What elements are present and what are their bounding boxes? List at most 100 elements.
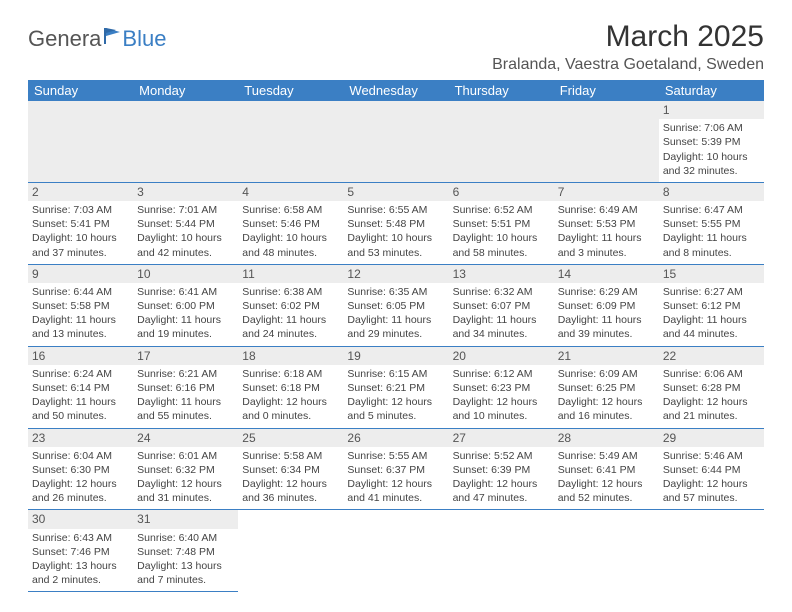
day-number: 17 [133, 347, 238, 365]
day-header: Saturday [659, 80, 764, 101]
daylight-line: Daylight: 11 hours and 44 minutes. [663, 313, 760, 341]
day-number: 22 [659, 347, 764, 365]
daylight-line: Daylight: 12 hours and 47 minutes. [453, 477, 550, 505]
sunset-line: Sunset: 6:21 PM [347, 381, 444, 395]
calendar-cell: 12Sunrise: 6:35 AMSunset: 6:05 PMDayligh… [343, 264, 448, 346]
day-number: 3 [133, 183, 238, 201]
month-title: March 2025 [492, 20, 764, 54]
day-header: Monday [133, 80, 238, 101]
daylight-line: Daylight: 12 hours and 57 minutes. [663, 477, 760, 505]
calendar-cell: 18 Sunrise: 6:18 AMSunset: 6:18 PMDayligh… [238, 346, 343, 428]
sunset-line: Sunset: 5:44 PM [137, 217, 234, 231]
sunset-line: Sunset: 6:18 PM [242, 381, 339, 395]
sunset-line: Sunset: 6:12 PM [663, 299, 760, 313]
sunrise-line: Sunrise: 6:43 AM [32, 531, 129, 545]
calendar-cell [659, 510, 764, 592]
sunrise-line: Sunrise: 5:49 AM [558, 449, 655, 463]
daylight-line: Daylight: 13 hours and 7 minutes. [137, 559, 234, 587]
sunrise-line: Sunrise: 6:41 AM [137, 285, 234, 299]
calendar-cell [449, 510, 554, 592]
sunrise-line: Sunrise: 6:29 AM [558, 285, 655, 299]
calendar-cell: 2Sunrise: 7:03 AMSunset: 5:41 PMDaylight… [28, 182, 133, 264]
sunrise-line: Sunrise: 6:44 AM [32, 285, 129, 299]
logo: Genera Blue [28, 20, 166, 52]
calendar-cell [449, 101, 554, 182]
daylight-line: Daylight: 12 hours and 16 minutes. [558, 395, 655, 423]
sunset-line: Sunset: 6:30 PM [32, 463, 129, 477]
sunset-line: Sunset: 6:09 PM [558, 299, 655, 313]
day-number: 24 [133, 429, 238, 447]
daylight-line: Daylight: 12 hours and 36 minutes. [242, 477, 339, 505]
daylight-line: Daylight: 11 hours and 55 minutes. [137, 395, 234, 423]
daylight-line: Daylight: 10 hours and 53 minutes. [347, 231, 444, 259]
calendar-cell: 30Sunrise: 6:43 AMSunset: 7:46 PMDayligh… [28, 510, 133, 592]
daylight-line: Daylight: 12 hours and 31 minutes. [137, 477, 234, 505]
sunrise-line: Sunrise: 6:27 AM [663, 285, 760, 299]
calendar-cell [343, 101, 448, 182]
calendar-cell: 16Sunrise: 6:24 AMSunset: 6:14 PMDayligh… [28, 346, 133, 428]
sunset-line: Sunset: 5:48 PM [347, 217, 444, 231]
sunrise-line: Sunrise: 6:38 AM [242, 285, 339, 299]
calendar-cell: 15 Sunrise: 6:27 AMSunset: 6:12 PMDayligh… [659, 264, 764, 346]
sunrise-line: Sunrise: 6:32 AM [453, 285, 550, 299]
sunset-line: Sunset: 6:41 PM [558, 463, 655, 477]
calendar-cell: 20Sunrise: 6:12 AMSunset: 6:23 PMDayligh… [449, 346, 554, 428]
calendar-cell: 25Sunrise: 5:58 AMSunset: 6:34 PMDayligh… [238, 428, 343, 510]
sunrise-line: Sunrise: 6:18 AM [242, 367, 339, 381]
daylight-line: Daylight: 10 hours and 32 minutes. [663, 150, 760, 178]
day-number: 15 [659, 265, 764, 283]
sunrise-line: Sunrise: 7:01 AM [137, 203, 234, 217]
sunrise-line: Sunrise: 6:24 AM [32, 367, 129, 381]
daylight-line: Daylight: 12 hours and 0 minutes. [242, 395, 339, 423]
sunrise-line: Sunrise: 6:52 AM [453, 203, 550, 217]
day-number: 26 [343, 429, 448, 447]
daylight-line: Daylight: 11 hours and 8 minutes. [663, 231, 760, 259]
daylight-line: Daylight: 13 hours and 2 minutes. [32, 559, 129, 587]
sunset-line: Sunset: 6:23 PM [453, 381, 550, 395]
calendar-cell [238, 101, 343, 182]
flag-icon [102, 26, 124, 52]
daylight-line: Daylight: 12 hours and 41 minutes. [347, 477, 444, 505]
header: Genera Blue March 2025 Bralanda, Vaestra… [28, 20, 764, 74]
calendar-cell: 23Sunrise: 6:04 AMSunset: 6:30 PMDayligh… [28, 428, 133, 510]
calendar-cell: 9Sunrise: 6:44 AMSunset: 5:58 PMDaylight… [28, 264, 133, 346]
calendar-cell: 17Sunrise: 6:21 AMSunset: 6:16 PMDayligh… [133, 346, 238, 428]
calendar-cell: 4Sunrise: 6:58 AMSunset: 5:46 PMDaylight… [238, 182, 343, 264]
day-number: 5 [343, 183, 448, 201]
sunset-line: Sunset: 7:46 PM [32, 545, 129, 559]
day-number: 1 [659, 101, 764, 119]
calendar-cell: 8Sunrise: 6:47 AMSunset: 5:55 PMDaylight… [659, 182, 764, 264]
sunset-line: Sunset: 5:41 PM [32, 217, 129, 231]
sunrise-line: Sunrise: 6:49 AM [558, 203, 655, 217]
calendar-table: SundayMondayTuesdayWednesdayThursdayFrid… [28, 80, 764, 592]
sunset-line: Sunset: 5:39 PM [663, 135, 760, 149]
sunset-line: Sunset: 6:28 PM [663, 381, 760, 395]
day-number: 12 [343, 265, 448, 283]
sunset-line: Sunset: 5:51 PM [453, 217, 550, 231]
daylight-line: Daylight: 10 hours and 37 minutes. [32, 231, 129, 259]
calendar-cell: 26Sunrise: 5:55 AMSunset: 6:37 PMDayligh… [343, 428, 448, 510]
sunrise-line: Sunrise: 6:21 AM [137, 367, 234, 381]
calendar-cell: 24Sunrise: 6:01 AMSunset: 6:32 PMDayligh… [133, 428, 238, 510]
sunrise-line: Sunrise: 5:46 AM [663, 449, 760, 463]
day-number: 16 [28, 347, 133, 365]
day-header: Friday [554, 80, 659, 101]
day-header: Wednesday [343, 80, 448, 101]
calendar-cell: 19Sunrise: 6:15 AMSunset: 6:21 PMDayligh… [343, 346, 448, 428]
sunrise-line: Sunrise: 5:58 AM [242, 449, 339, 463]
sunset-line: Sunset: 5:58 PM [32, 299, 129, 313]
day-number: 14 [554, 265, 659, 283]
calendar-cell: 11Sunrise: 6:38 AMSunset: 6:02 PMDayligh… [238, 264, 343, 346]
daylight-line: Daylight: 11 hours and 3 minutes. [558, 231, 655, 259]
sunrise-line: Sunrise: 6:12 AM [453, 367, 550, 381]
day-number: 18 [238, 347, 343, 365]
daylight-line: Daylight: 11 hours and 24 minutes. [242, 313, 339, 341]
day-number: 10 [133, 265, 238, 283]
day-number: 7 [554, 183, 659, 201]
sunrise-line: Sunrise: 6:06 AM [663, 367, 760, 381]
sunset-line: Sunset: 6:02 PM [242, 299, 339, 313]
sunrise-line: Sunrise: 6:35 AM [347, 285, 444, 299]
calendar-cell: 1Sunrise: 7:06 AMSunset: 5:39 PMDaylight… [659, 101, 764, 182]
day-number: 23 [28, 429, 133, 447]
calendar-cell: 10Sunrise: 6:41 AMSunset: 6:00 PMDayligh… [133, 264, 238, 346]
